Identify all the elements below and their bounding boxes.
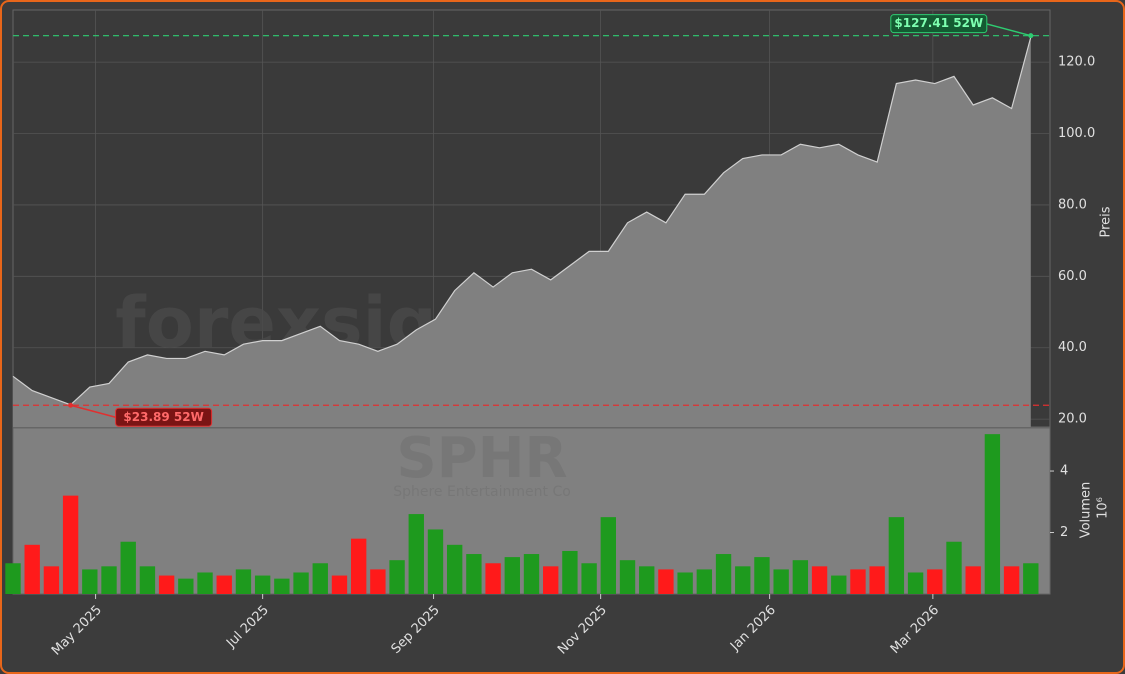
volume-bar bbox=[907, 572, 924, 594]
ticker-watermark: SPHR bbox=[396, 426, 567, 491]
volume-bar bbox=[600, 517, 616, 594]
low-label-box bbox=[115, 407, 213, 427]
volume-bar bbox=[581, 563, 597, 594]
volume-bar bbox=[984, 434, 1001, 594]
volume-bar bbox=[331, 575, 348, 594]
volume-bar bbox=[43, 566, 60, 594]
low-arrow-head bbox=[68, 402, 74, 408]
volume-bar bbox=[5, 563, 21, 594]
volume-bar bbox=[965, 566, 981, 594]
y-tick-label: 120.0 bbox=[1058, 55, 1095, 70]
company-watermark: Sphere Entertainment Co bbox=[393, 484, 571, 500]
volume-bar bbox=[869, 566, 885, 594]
volume-bar bbox=[619, 560, 636, 594]
high-arrow-head bbox=[1028, 33, 1034, 39]
volume-bar bbox=[811, 566, 828, 594]
volume-bar bbox=[946, 541, 962, 594]
volume-bar bbox=[658, 569, 674, 594]
volume-bar bbox=[350, 538, 367, 594]
volume-bar bbox=[792, 560, 809, 594]
y-tick-label: 60.0 bbox=[1058, 269, 1087, 284]
volume-bar bbox=[120, 541, 136, 594]
volume-bar bbox=[24, 544, 40, 594]
volume-bar bbox=[101, 566, 117, 594]
volume-bar bbox=[639, 566, 655, 594]
y-axis-multiplier: 10⁶ bbox=[1096, 497, 1111, 519]
y-tick-label: 4 bbox=[1060, 464, 1068, 479]
volume-bar bbox=[677, 572, 693, 594]
volume-bar bbox=[831, 575, 847, 594]
volume-bar bbox=[254, 575, 271, 594]
volume-bar bbox=[408, 514, 424, 594]
volume-bar bbox=[543, 566, 559, 594]
volume-bar bbox=[754, 557, 770, 594]
y-tick-label: 2 bbox=[1060, 525, 1068, 540]
volume-bar bbox=[1003, 566, 1020, 594]
volume-bar bbox=[427, 529, 444, 594]
low-arrow bbox=[70, 404, 116, 418]
volume-bar bbox=[62, 495, 79, 594]
volume-bar bbox=[523, 554, 540, 594]
volume-bar bbox=[696, 569, 713, 594]
volume-bar bbox=[370, 569, 386, 594]
price-area bbox=[13, 37, 1031, 428]
volume-bar bbox=[312, 563, 328, 594]
y-tick-label: 40.0 bbox=[1058, 340, 1087, 355]
volume-bar bbox=[178, 578, 194, 594]
y-tick-label: 80.0 bbox=[1058, 197, 1087, 212]
volume-bar bbox=[504, 557, 520, 594]
volume-bar bbox=[197, 572, 213, 594]
volume-bar bbox=[562, 550, 578, 594]
volume-bar bbox=[485, 563, 501, 594]
volume-bar bbox=[82, 569, 98, 594]
high-arrow bbox=[985, 22, 1031, 37]
high-label-box bbox=[890, 14, 988, 34]
volume-bar bbox=[235, 569, 252, 594]
high-label: $127.41 52W bbox=[894, 16, 983, 30]
y-axis-label: Preis bbox=[1099, 206, 1114, 237]
volume-bar bbox=[293, 572, 309, 594]
volume-bar bbox=[735, 566, 751, 594]
volume-bar bbox=[715, 554, 732, 594]
volume-bar bbox=[158, 575, 175, 594]
y-axis-label: Volumen bbox=[1079, 482, 1094, 539]
low-label: $23.89 52W bbox=[123, 410, 203, 424]
volume-bar bbox=[274, 578, 290, 594]
volume-bar bbox=[888, 517, 905, 594]
volume-bar bbox=[139, 566, 156, 594]
y-tick-label: 100.0 bbox=[1058, 126, 1095, 141]
volume-bar bbox=[773, 569, 789, 594]
volume-bar bbox=[1023, 563, 1039, 594]
volume-bar bbox=[389, 560, 405, 594]
price-line bbox=[12, 36, 1032, 406]
volume-bar bbox=[216, 575, 232, 594]
volume-bar bbox=[850, 569, 866, 594]
volume-bar bbox=[447, 544, 463, 594]
y-tick-label: 20.0 bbox=[1058, 412, 1087, 427]
volume-bar bbox=[466, 554, 482, 594]
volume-bar bbox=[927, 569, 943, 594]
